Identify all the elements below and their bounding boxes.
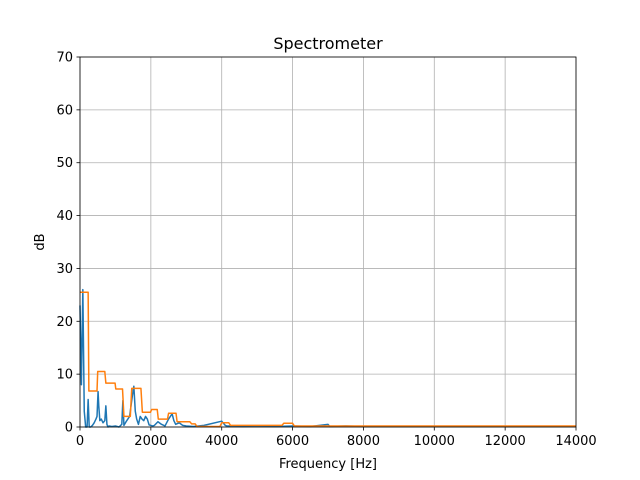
series-line [79,288,576,428]
y-tick-label: 20 [56,315,73,330]
x-tick-label: 14000 [555,434,596,449]
x-tick-label: 0 [76,434,84,449]
y-tick-label: 50 [56,156,73,171]
y-tick-label: 60 [56,103,73,118]
x-tick-label: 6000 [276,434,309,449]
y-axis-label: dB [33,233,48,250]
x-tick-label: 4000 [205,434,238,449]
y-tick-label: 0 [65,421,73,436]
chart-title: Spectrometer [273,34,383,53]
y-tick-label: 30 [56,262,73,277]
series-line [80,291,576,428]
x-tick-label: 8000 [347,434,380,449]
x-tick-label: 10000 [414,434,455,449]
x-tick-label: 12000 [484,434,525,449]
y-tick-label: 70 [56,51,73,66]
x-axis-label: Frequency [Hz] [279,457,377,472]
x-tick-label: 2000 [134,434,167,449]
y-tick-label: 10 [56,368,73,383]
plot-frame [79,56,577,428]
y-tick-label: 40 [56,209,73,224]
